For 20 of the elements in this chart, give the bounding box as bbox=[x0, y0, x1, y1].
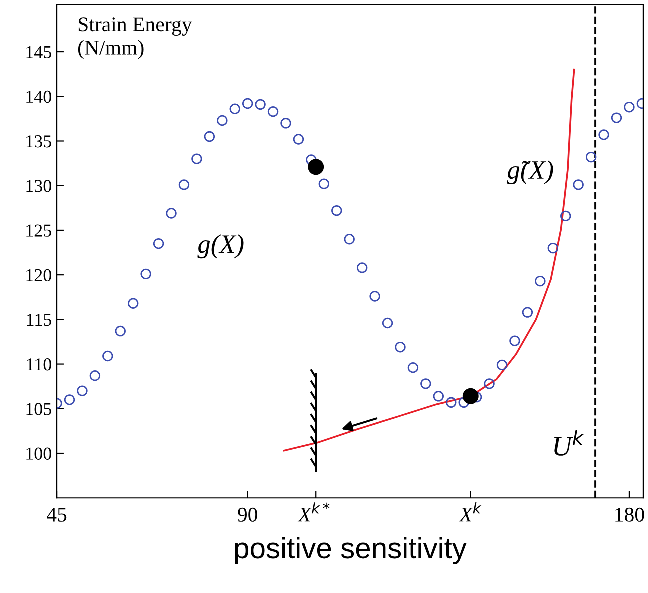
y-tick-label: 140 bbox=[26, 90, 52, 104]
y-tick-label: 105 bbox=[26, 403, 52, 416]
ref-line-label: U$^{k}$ bbox=[554, 430, 584, 456]
y-tick-label: 130 bbox=[26, 180, 52, 192]
y-tick-label: 125 bbox=[26, 224, 52, 237]
x-tick-label: 45 bbox=[47, 508, 67, 522]
x-axis-title: positive sensitivity bbox=[235, 537, 467, 564]
x-tick-label: 90 bbox=[238, 508, 258, 522]
y-tick-label: 145 bbox=[26, 46, 52, 58]
x-tick-label: 180 bbox=[616, 508, 644, 522]
y-tick-label: 100 bbox=[26, 448, 52, 460]
y-tick-label: 135 bbox=[26, 136, 52, 148]
y-tick-label: 115 bbox=[27, 314, 52, 326]
series-label: g̃(X) bbox=[507, 160, 554, 185]
y-tick-label: 120 bbox=[26, 269, 52, 282]
y-tick-label: 110 bbox=[27, 358, 52, 371]
x-tick-label: X$^{k}$ bbox=[459, 502, 482, 522]
y-axis-title: Strain Energy (N/mm) bbox=[78, 18, 192, 60]
series-label: g(X) bbox=[198, 234, 244, 259]
x-tick-label: X$^{k*}$ bbox=[298, 502, 330, 522]
